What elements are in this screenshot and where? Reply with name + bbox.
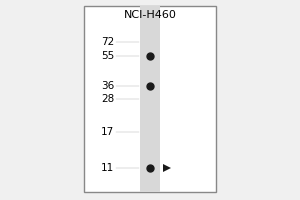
Bar bbox=[140, 6, 160, 192]
Text: 72: 72 bbox=[101, 37, 114, 47]
Text: 55: 55 bbox=[101, 51, 114, 61]
Text: 11: 11 bbox=[101, 163, 114, 173]
Text: NCI-H460: NCI-H460 bbox=[124, 10, 176, 20]
Text: 17: 17 bbox=[101, 127, 114, 137]
FancyBboxPatch shape bbox=[84, 6, 216, 192]
Text: 36: 36 bbox=[101, 81, 114, 91]
Text: 28: 28 bbox=[101, 94, 114, 104]
